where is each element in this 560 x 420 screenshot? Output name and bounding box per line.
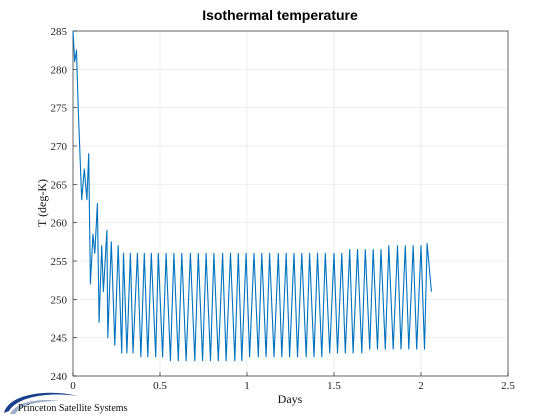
x-tick-label: 1.5 [327, 380, 341, 392]
y-tick-label: 245 [51, 333, 68, 345]
princeton-satellite-systems-logo: Princeton Satellite Systems [4, 392, 128, 414]
y-tick-label: 250 [51, 294, 68, 306]
y-tick-label: 240 [51, 371, 68, 383]
x-tick-label: 0.5 [153, 380, 167, 392]
temperature-series-line [72, 30, 432, 362]
x-tick-label: 1 [244, 380, 250, 392]
y-axis: 240 245 250 255 260 265 270 275 280 285 [51, 26, 77, 383]
y-tick-label: 285 [51, 26, 68, 38]
plot-area-frame [72, 30, 509, 377]
y-axis-label: T (deg-K) [35, 179, 49, 227]
y-tick-label: 255 [51, 256, 68, 268]
y-tick-label: 265 [51, 179, 68, 191]
y-tick-label: 275 [51, 103, 68, 115]
y-tick-label: 260 [51, 218, 68, 230]
logo-swoosh-inner [10, 400, 60, 414]
y-tick-label: 280 [51, 64, 68, 76]
logo-swoosh-outer [4, 392, 78, 413]
x-axis-label: Days [278, 392, 303, 406]
chart-title: Isothermal temperature [202, 7, 358, 23]
x-tick-label: 0 [70, 380, 76, 392]
logo-text: Princeton Satellite Systems [18, 403, 128, 414]
series-layer [72, 30, 432, 362]
x-tick-label: 2 [418, 380, 424, 392]
y-tick-label: 270 [51, 141, 68, 153]
x-axis: 0 0.5 1 1.5 2 2.5 [70, 372, 515, 392]
x-tick-label: 2.5 [501, 380, 515, 392]
